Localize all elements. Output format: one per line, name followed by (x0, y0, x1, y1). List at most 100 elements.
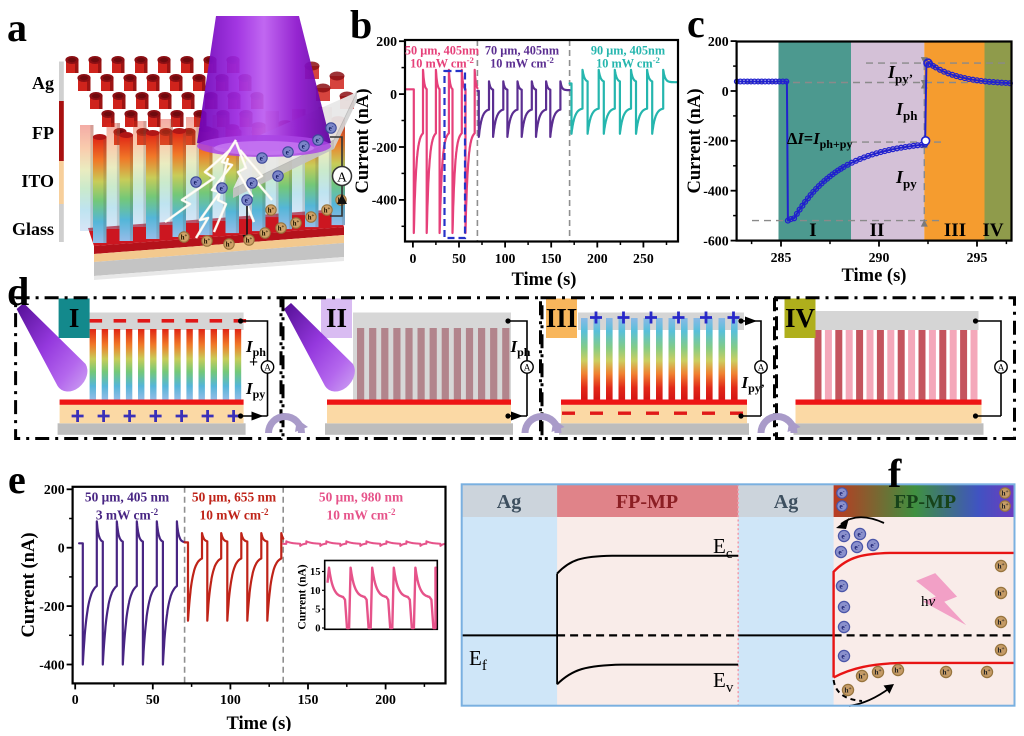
svg-text:Ag: Ag (774, 491, 798, 513)
svg-text:d: d (7, 269, 29, 314)
svg-text:0: 0 (390, 87, 397, 102)
svg-text:10 mW cm-2: 10 mW cm-2 (327, 507, 396, 523)
svg-text:III: III (546, 303, 578, 333)
svg-text:A: A (998, 364, 1005, 374)
svg-text:0: 0 (722, 84, 729, 99)
svg-text:5: 5 (315, 605, 320, 616)
svg-text:10 mW cm-2: 10 mW cm-2 (596, 55, 660, 71)
svg-text:e-: e- (857, 530, 862, 539)
svg-text:150: 150 (541, 251, 562, 266)
svg-text:e-: e- (839, 582, 844, 591)
svg-text:Time (s): Time (s) (512, 270, 577, 290)
svg-text:200: 200 (375, 692, 396, 707)
svg-text:h+: h+ (1001, 502, 1008, 511)
svg-text:e-: e- (839, 489, 844, 498)
svg-text:e-: e- (854, 543, 859, 552)
svg-text:50: 50 (452, 251, 466, 266)
svg-text:III: III (944, 220, 966, 241)
svg-text:100: 100 (495, 251, 516, 266)
svg-text:e-: e- (316, 136, 321, 144)
svg-text:h+: h+ (997, 589, 1004, 598)
svg-text:II: II (870, 220, 885, 241)
svg-text:h+: h+ (308, 213, 315, 221)
svg-text:0: 0 (409, 251, 416, 266)
svg-text:IV: IV (785, 303, 816, 333)
svg-text:100: 100 (220, 692, 241, 707)
svg-text:ITO: ITO (21, 171, 54, 191)
svg-text:h+: h+ (942, 668, 949, 677)
svg-text:hν: hν (921, 594, 936, 610)
svg-text:I: I (69, 303, 80, 333)
svg-text:h+: h+ (1001, 489, 1008, 498)
svg-text:FP-MP: FP-MP (894, 491, 956, 513)
svg-text:e-: e- (839, 502, 844, 511)
svg-text:Current (nA): Current (nA) (353, 89, 373, 194)
svg-text:h+: h+ (997, 618, 1004, 627)
svg-text:Current (nA): Current (nA) (685, 89, 705, 194)
svg-text:h+: h+ (262, 229, 269, 237)
svg-text:FP-MP: FP-MP (616, 491, 678, 513)
svg-text:+: + (249, 354, 258, 371)
svg-text:h+: h+ (268, 206, 275, 214)
svg-text:50 μm, 655 nm: 50 μm, 655 nm (192, 490, 276, 505)
svg-text:290: 290 (869, 250, 890, 265)
svg-text:10 mW cm-2: 10 mW cm-2 (490, 55, 554, 71)
svg-text:10: 10 (310, 586, 321, 597)
svg-text:295: 295 (967, 250, 988, 265)
svg-text:h+: h+ (874, 668, 881, 677)
svg-text:50 μm, 405nm: 50 μm, 405nm (405, 44, 480, 58)
svg-text:250: 250 (633, 251, 654, 266)
svg-text:10 mW cm-2: 10 mW cm-2 (200, 507, 269, 523)
svg-text:Current (nA): Current (nA) (19, 533, 39, 638)
svg-text:Current (nA): Current (nA) (297, 564, 309, 629)
svg-text:e: e (8, 457, 26, 502)
svg-text:f: f (888, 451, 902, 496)
svg-text:Ag: Ag (497, 491, 521, 513)
svg-text:e-: e- (841, 652, 846, 661)
svg-text:e-: e- (329, 124, 334, 132)
svg-text:10 mW cm-2: 10 mW cm-2 (410, 55, 474, 71)
svg-text:e-: e- (838, 548, 843, 557)
svg-text:3 mW cm-2: 3 mW cm-2 (96, 507, 159, 523)
svg-text:Time (s): Time (s) (842, 266, 907, 286)
svg-text:e-: e- (286, 148, 291, 156)
svg-text:285: 285 (771, 250, 792, 265)
svg-text:50 μm, 980 nm: 50 μm, 980 nm (319, 490, 403, 505)
svg-text:50 μm, 405 nm: 50 μm, 405 nm (85, 490, 169, 505)
svg-text:h+: h+ (226, 240, 233, 248)
svg-text:200: 200 (587, 251, 608, 266)
svg-text:e-: e- (220, 184, 225, 192)
svg-text:h+: h+ (997, 646, 1004, 655)
svg-text:e-: e- (302, 142, 307, 150)
svg-text:h+: h+ (983, 668, 990, 677)
svg-text:FP: FP (32, 123, 54, 143)
svg-text:e-: e- (870, 541, 875, 550)
svg-text:h+: h+ (293, 219, 300, 227)
svg-text:A: A (758, 364, 765, 374)
svg-text:h+: h+ (278, 224, 285, 232)
svg-text:Glass: Glass (12, 219, 54, 239)
svg-text:-400: -400 (703, 184, 728, 199)
svg-text:I: I (809, 220, 816, 241)
svg-text:e-: e- (841, 532, 846, 541)
svg-text:-400: -400 (372, 193, 397, 208)
svg-text:15: 15 (310, 567, 321, 578)
svg-text:50: 50 (146, 692, 160, 707)
svg-text:90 μm, 405nm: 90 μm, 405nm (591, 44, 666, 58)
svg-text:200: 200 (708, 34, 729, 49)
svg-text:h+: h+ (324, 206, 331, 214)
svg-text:A: A (337, 170, 347, 185)
svg-text:A: A (524, 364, 531, 374)
svg-text:h+: h+ (204, 237, 211, 245)
svg-text:e-: e- (841, 623, 846, 632)
svg-text:Time (s): Time (s) (227, 714, 292, 731)
svg-text:e-: e- (245, 196, 250, 204)
svg-text:h+: h+ (894, 666, 901, 675)
svg-text:0: 0 (72, 692, 79, 707)
svg-text:0: 0 (315, 624, 320, 635)
svg-text:h+: h+ (997, 562, 1004, 571)
svg-text:Ag: Ag (32, 73, 54, 93)
svg-text:c: c (687, 1, 705, 46)
svg-text:-400: -400 (39, 657, 64, 672)
svg-text:h+: h+ (844, 686, 851, 695)
